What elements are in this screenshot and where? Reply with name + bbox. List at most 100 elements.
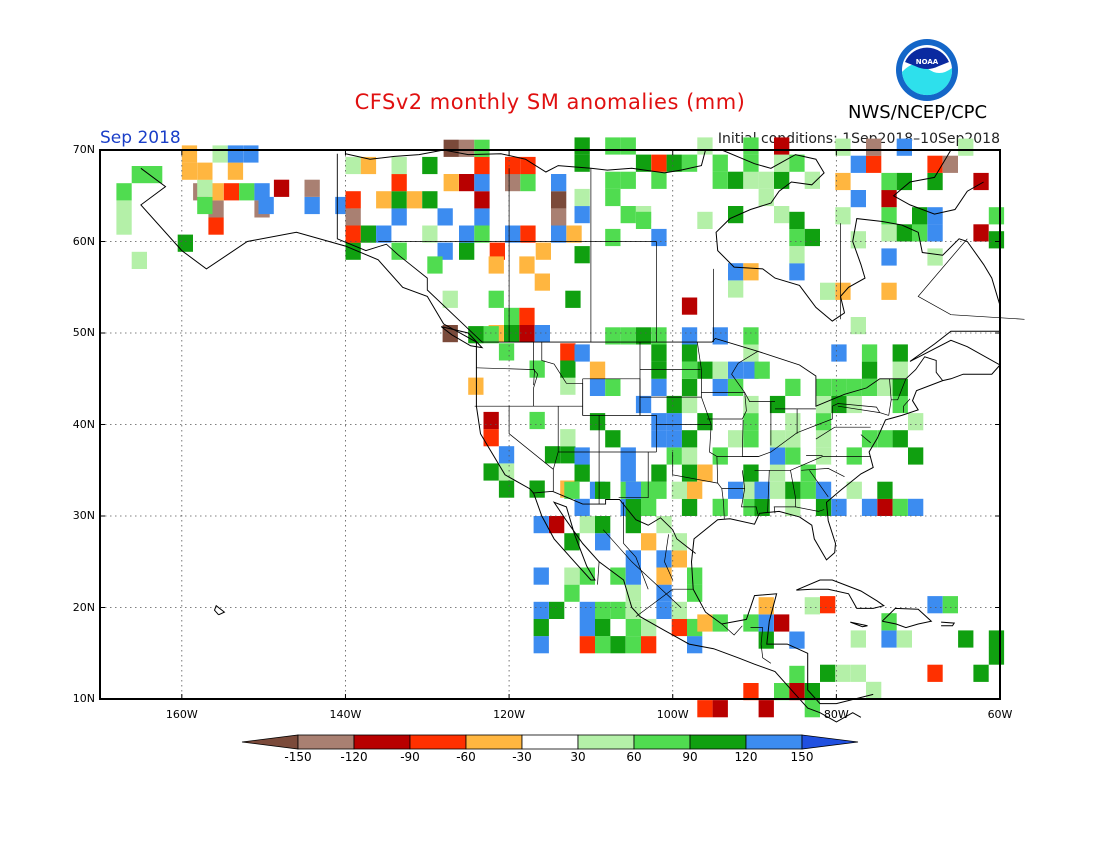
anomaly-cell (574, 154, 590, 172)
anomaly-cell (835, 172, 851, 191)
anomaly-cell (769, 481, 786, 499)
anomaly-cell (625, 498, 641, 516)
anomaly-cell (181, 162, 198, 180)
anomaly-cell (212, 145, 228, 163)
anomaly-cell (488, 256, 504, 274)
region-nw-territories (443, 139, 582, 260)
anomaly-cell (743, 154, 759, 172)
anomaly-cell (850, 190, 866, 208)
anomaly-cell (625, 601, 641, 619)
anomaly-cell (785, 447, 801, 465)
anomaly-cell (769, 447, 786, 465)
anomaly-cell (881, 172, 897, 191)
anomaly-cell (769, 464, 786, 482)
colorbar-left-arrow (241, 734, 299, 750)
anomaly-cell (551, 191, 567, 209)
anomaly-cell (635, 211, 652, 229)
anomaly-cell (927, 664, 943, 682)
anomaly-cell (881, 248, 897, 266)
anomaly-cell (743, 614, 759, 632)
colorbar-box (465, 734, 523, 750)
anomaly-cell (681, 344, 698, 362)
anomaly-cell (391, 156, 407, 175)
anomaly-cell (815, 395, 832, 414)
anomaly-cell (881, 282, 897, 300)
anomaly-cell (574, 447, 590, 465)
anomaly-cell (927, 248, 943, 266)
border-mexico-states (635, 588, 694, 617)
anomaly-cell (566, 225, 582, 243)
anomaly-cell (861, 498, 878, 516)
noaa-logo: NOAA (896, 39, 958, 101)
anomaly-cell (620, 171, 636, 189)
anomaly-cell (758, 631, 774, 649)
colorbar-box (633, 734, 691, 750)
anomaly-cell (656, 567, 672, 585)
border-us-states (696, 342, 702, 398)
anomaly-cell (687, 481, 703, 499)
anomaly-cell (534, 325, 550, 343)
anomaly-cell (273, 179, 290, 197)
border-mexico-states (750, 627, 772, 664)
anomaly-cell (681, 297, 698, 315)
anomaly-cell (605, 228, 621, 247)
lat-label: 30N (72, 509, 95, 522)
colorbar-box (297, 734, 355, 750)
anomaly-cell (666, 154, 682, 172)
lon-label: 140W (329, 708, 362, 721)
anomaly-cell (406, 191, 423, 209)
anomaly-cell (988, 647, 1005, 665)
anomaly-cell (459, 242, 475, 260)
anomaly-cell (564, 481, 580, 499)
anomaly-cell (671, 550, 687, 568)
anomaly-cell (635, 395, 652, 414)
coastline-hawaii (213, 604, 226, 616)
anomaly-cell (208, 217, 224, 235)
anomaly-cell (651, 154, 667, 172)
border-mexico-states (602, 529, 682, 608)
anomaly-cell (656, 550, 672, 568)
anomaly-cell (877, 498, 893, 516)
border-us-canada (336, 153, 944, 407)
region-quebec-labrador (820, 231, 1005, 335)
anomaly-cell (589, 361, 606, 379)
anomaly-cell (815, 413, 832, 431)
colorbar-box (689, 734, 747, 750)
anomaly-cell (769, 395, 786, 414)
anomaly-cell (743, 171, 759, 189)
anomaly-cell (488, 290, 504, 308)
anomaly-cell (958, 630, 974, 648)
anomaly-cell (391, 191, 407, 209)
anomaly-cell (743, 683, 759, 701)
anomaly-cell (116, 183, 132, 201)
anomaly-cell (881, 190, 897, 208)
region-hudson-east (835, 138, 1005, 242)
anomaly-cell (422, 225, 438, 243)
border-us-states (767, 470, 770, 513)
border-us-states (476, 367, 535, 386)
anomaly-cell (533, 636, 549, 654)
anomaly-cell (651, 171, 667, 189)
colorbar-box (745, 734, 803, 750)
anomaly-cell (620, 137, 636, 155)
anomaly-cell (896, 630, 912, 648)
anomaly-cell (579, 618, 595, 637)
anomaly-cell (681, 447, 698, 465)
anomaly-cell (681, 430, 698, 448)
anomaly-cell (850, 155, 866, 173)
anomaly-cell (820, 596, 836, 614)
anomaly-cell (498, 446, 515, 464)
boundaries (140, 149, 1025, 723)
anomaly-cell (620, 206, 636, 224)
region-mexico (533, 481, 703, 654)
anomaly-cell (712, 378, 728, 396)
anomaly-cell (605, 430, 621, 448)
coastline-puerto-rico (941, 621, 956, 627)
anomaly-cell (666, 413, 682, 431)
anomaly-cell (927, 155, 943, 173)
anomaly-cell (549, 601, 565, 619)
anomaly-cell (345, 156, 361, 175)
anomaly-cell (958, 138, 974, 156)
anomaly-cell (504, 325, 520, 343)
